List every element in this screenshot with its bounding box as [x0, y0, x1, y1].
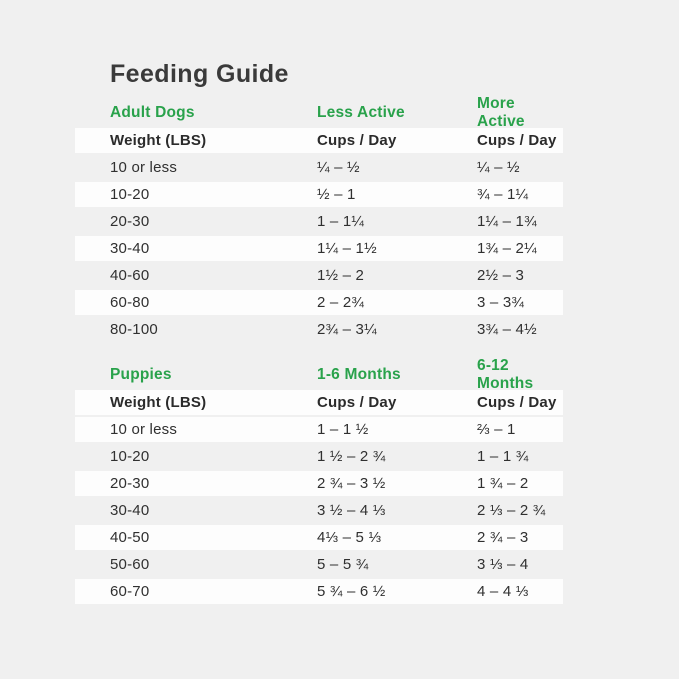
feeding-guide: Feeding Guide Adult Dogs Less Active Mor… — [75, 60, 563, 620]
value-cell: 3 – 3¾ — [477, 294, 525, 311]
column-label-6-12-months: 6-12 Months — [477, 357, 534, 392]
table-row: 80-100 2¾ – 3¼ 3¾ – 4½ — [75, 317, 563, 342]
value-cell: 1 – 1¼ — [317, 213, 365, 230]
value-cell: 4⅓ – 5 ⅓ — [317, 529, 382, 546]
table-row: 20-30 1 – 1¼ 1¼ – 1¾ — [75, 209, 563, 234]
adult-section-header: Adult Dogs Less Active More Active — [75, 95, 563, 130]
page-title: Feeding Guide — [110, 60, 289, 88]
value-cell: 1½ – 2 — [317, 267, 365, 284]
table-row: 30-40 3 ½ – 4 ⅓ 2 ⅓ – 2 ¾ — [75, 498, 563, 523]
weight-cell: 60-80 — [110, 294, 150, 311]
weight-cell: 20-30 — [110, 475, 150, 492]
cups-per-day-header: Cups / Day — [317, 132, 397, 149]
section-title: Adult Dogs — [110, 104, 195, 121]
value-cell: 1 ¾ – 2 — [477, 475, 529, 492]
puppies-section-header: Puppies 1-6 Months 6-12 Months — [75, 357, 563, 392]
column-label-more-active: More Active — [477, 95, 525, 130]
column-label-less-active: Less Active — [317, 104, 405, 121]
value-cell: 1 – 1 ¾ — [477, 448, 529, 465]
value-cell: 1¾ – 2¼ — [477, 240, 537, 257]
column-header-row: Weight (LBS) Cups / Day Cups / Day — [75, 128, 563, 153]
value-cell: 4 – 4 ⅓ — [477, 583, 529, 600]
weight-cell: 10-20 — [110, 448, 150, 465]
table-row: 60-70 5 ¾ – 6 ½ 4 – 4 ⅓ — [75, 579, 563, 604]
value-cell: 1¼ – 1¾ — [477, 213, 537, 230]
value-cell: ¾ – 1¼ — [477, 186, 529, 203]
value-cell: 2 ¾ – 3 ½ — [317, 475, 386, 492]
value-cell: 2 – 2¾ — [317, 294, 365, 311]
column-label-1-6-months: 1-6 Months — [317, 366, 401, 383]
value-cell: ½ – 1 — [317, 186, 356, 203]
value-cell: ¼ – ½ — [477, 159, 520, 176]
table-row: 20-30 2 ¾ – 3 ½ 1 ¾ – 2 — [75, 471, 563, 496]
value-cell: ⅔ – 1 — [477, 421, 516, 438]
value-cell: 2½ – 3 — [477, 267, 525, 284]
value-cell: 5 – 5 ¾ — [317, 556, 369, 573]
column-header-row: Weight (LBS) Cups / Day Cups / Day — [75, 390, 563, 415]
adult-rows: 10 or less ¼ – ½ ¼ – ½ 10-20 ½ – 1 ¾ – 1¼ 20-3… — [75, 155, 563, 342]
weight-cell: 30-40 — [110, 502, 150, 519]
value-cell: ¼ – ½ — [317, 159, 360, 176]
table-row: 60-80 2 – 2¾ 3 – 3¾ — [75, 290, 563, 315]
puppies-table: Puppies 1-6 Months 6-12 Months Weight (L… — [75, 357, 563, 606]
weight-cell: 10-20 — [110, 186, 150, 203]
value-cell: 1 ½ – 2 ¾ — [317, 448, 386, 465]
value-cell: 3 ½ – 4 ⅓ — [317, 502, 386, 519]
value-cell: 1 – 1 ½ — [317, 421, 369, 438]
weight-header: Weight (LBS) — [110, 394, 207, 411]
weight-cell: 50-60 — [110, 556, 150, 573]
cups-per-day-header: Cups / Day — [317, 394, 397, 411]
weight-cell: 20-30 — [110, 213, 150, 230]
table-row: 10 or less ¼ – ½ ¼ – ½ — [75, 155, 563, 180]
value-cell: 2 ⅓ – 2 ¾ — [477, 502, 546, 519]
value-cell: 3¾ – 4½ — [477, 321, 537, 338]
table-row: 10 or less 1 – 1 ½ ⅔ – 1 — [75, 417, 563, 442]
weight-cell: 10 or less — [110, 159, 178, 176]
adult-dogs-table: Adult Dogs Less Active More Active Weigh… — [75, 95, 563, 344]
table-row: 50-60 5 – 5 ¾ 3 ⅓ – 4 — [75, 552, 563, 577]
weight-cell: 40-60 — [110, 267, 150, 284]
value-cell: 1¼ – 1½ — [317, 240, 377, 257]
weight-cell: 40-50 — [110, 529, 150, 546]
value-cell: 5 ¾ – 6 ½ — [317, 583, 386, 600]
value-cell: 3 ⅓ – 4 — [477, 556, 529, 573]
table-row: 40-50 4⅓ – 5 ⅓ 2 ¾ – 3 — [75, 525, 563, 550]
table-row: 10-20 1 ½ – 2 ¾ 1 – 1 ¾ — [75, 444, 563, 469]
cups-per-day-header: Cups / Day — [477, 394, 557, 411]
cups-per-day-header: Cups / Day — [477, 132, 557, 149]
section-title: Puppies — [110, 366, 172, 383]
weight-cell: 60-70 — [110, 583, 150, 600]
weight-header: Weight (LBS) — [110, 132, 207, 149]
value-cell: 2 ¾ – 3 — [477, 529, 529, 546]
table-row: 40-60 1½ – 2 2½ – 3 — [75, 263, 563, 288]
weight-cell: 80-100 — [110, 321, 158, 338]
weight-cell: 10 or less — [110, 421, 178, 438]
weight-cell: 30-40 — [110, 240, 150, 257]
table-row: 10-20 ½ – 1 ¾ – 1¼ — [75, 182, 563, 207]
puppies-rows: 10 or less 1 – 1 ½ ⅔ – 1 10-20 1 ½ – 2 ¾ 1 – … — [75, 417, 563, 604]
table-row: 30-40 1¼ – 1½ 1¾ – 2¼ — [75, 236, 563, 261]
value-cell: 2¾ – 3¼ — [317, 321, 377, 338]
